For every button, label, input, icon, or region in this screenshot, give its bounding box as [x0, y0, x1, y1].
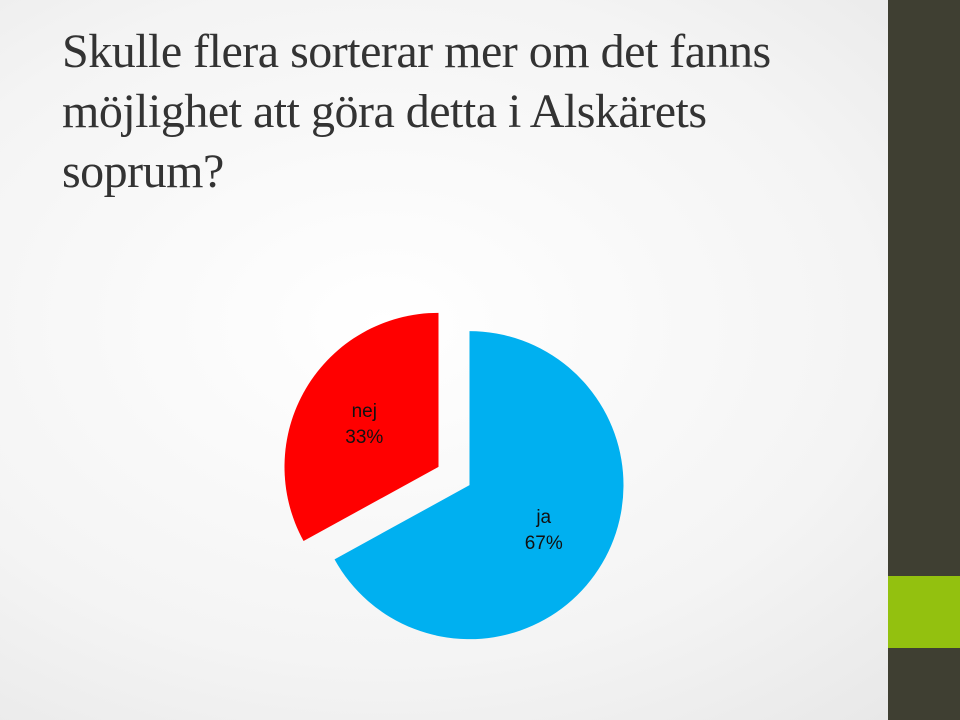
pie-label-ja: ja	[535, 507, 551, 528]
pie-percent-nej: 33%	[345, 427, 383, 448]
right-sidebar-bar	[888, 0, 960, 720]
pie-chart: ja 67% nej 33%	[284, 312, 624, 640]
slide-title: Skulle flera sorterar mer om det fanns m…	[62, 25, 771, 198]
pie-slice-ja	[334, 331, 624, 640]
sidebar-accent-square	[888, 576, 960, 648]
pie-percent-ja: 67%	[525, 533, 563, 554]
slide: Skulle flera sorterar mer om det fanns m…	[62, 25, 771, 640]
pie-label-nej: nej	[352, 401, 377, 422]
pie-slice-nej	[284, 312, 439, 542]
